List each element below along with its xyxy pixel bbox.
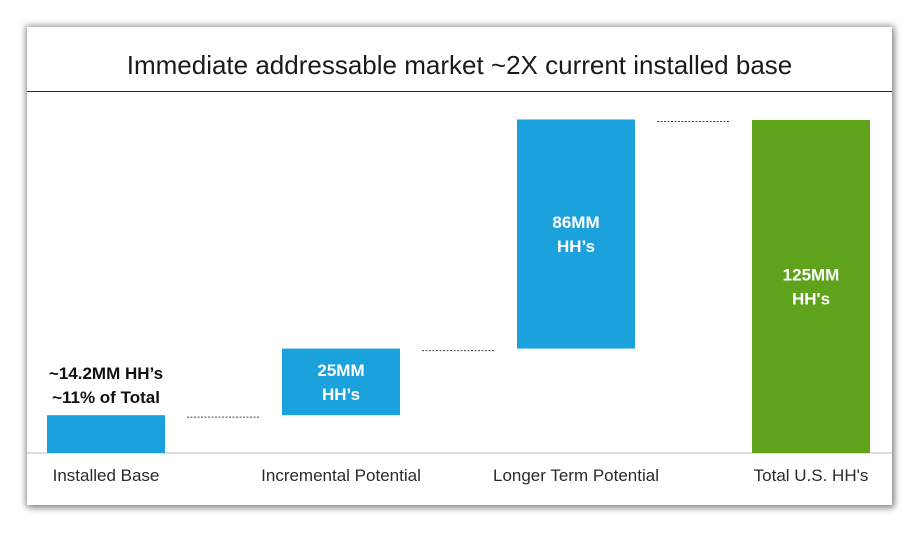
data-label-incremental-potential-1: 25MM: [317, 361, 364, 380]
data-label-longer-term-potential-1: 86MM: [552, 213, 599, 232]
category-label-incremental-potential: Incremental Potential: [261, 466, 421, 485]
data-label-total-us-hhs-2: HH's: [792, 290, 830, 309]
bar-incremental-potential: [282, 348, 400, 416]
bar-total-us-hhs: [752, 120, 870, 453]
bar-installed-base: [47, 415, 165, 453]
data-label-installed-base-2: ~11% of Total: [52, 388, 160, 407]
data-label-incremental-potential-2: HH’s: [322, 385, 360, 404]
bar-longer-term-potential: [517, 119, 635, 349]
category-label-longer-term-potential: Longer Term Potential: [493, 466, 659, 485]
category-label-installed-base: Installed Base: [53, 466, 160, 485]
data-label-longer-term-potential-2: HH’s: [557, 237, 595, 256]
chart-title: Immediate addressable market ~2X current…: [126, 50, 793, 80]
chart-card: Immediate addressable market ~2X current…: [27, 27, 892, 505]
title-divider: [27, 91, 892, 92]
data-label-total-us-hhs-1: 125MM: [783, 266, 840, 285]
waterfall-chart: ~14.2MM HH’s ~11% of Total Installed Base 2…: [27, 119, 892, 485]
data-label-installed-base-1: ~14.2MM HH’s: [49, 364, 163, 383]
category-label-total-us-hhs: Total U.S. HH's: [754, 466, 869, 485]
